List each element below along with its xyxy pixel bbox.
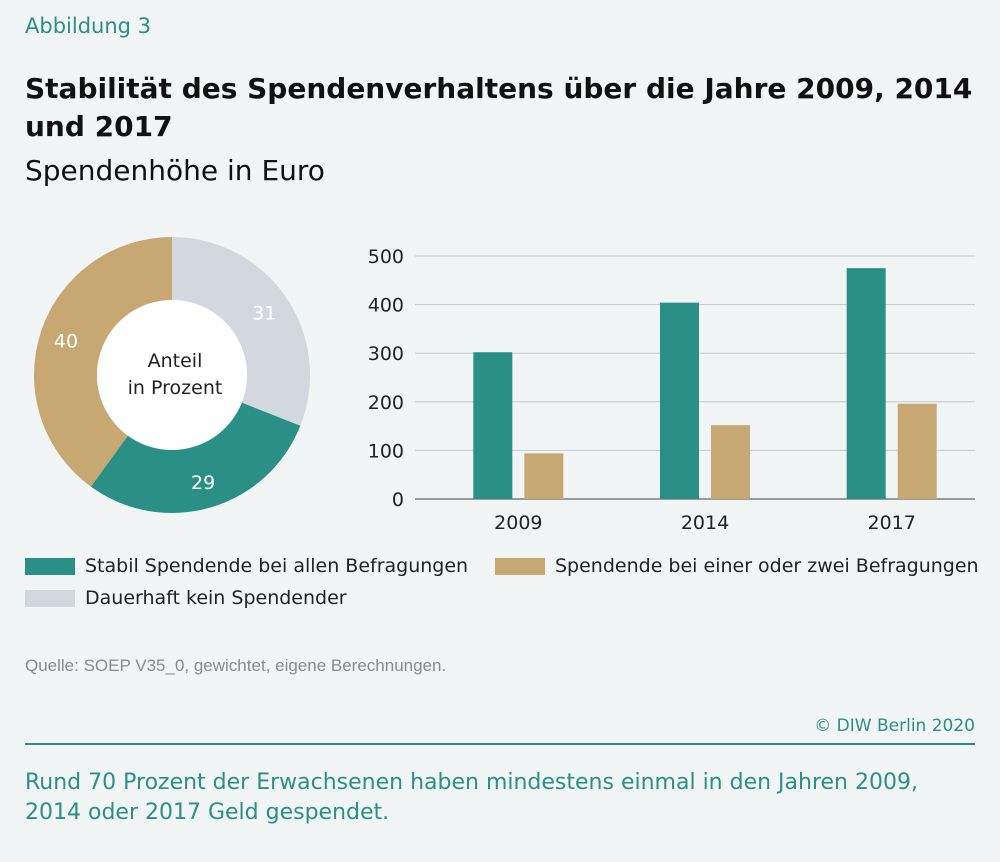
- donut-center-label: Anteil: [148, 350, 203, 372]
- charts-canvas: 31 29 40 Anteil in Prozent 0 100 200 300 400 500 2…: [33, 237, 975, 534]
- donut-slice-label: 31: [252, 302, 276, 324]
- donut-slice-label: 29: [191, 472, 215, 494]
- bar: [660, 302, 699, 499]
- donut-slice: [172, 237, 310, 426]
- legend-label-stable: Stabil Spendende bei allen Befragungen: [85, 555, 469, 577]
- y-tick-label: 100: [368, 440, 404, 462]
- bar: [524, 453, 564, 499]
- divider: [25, 743, 975, 745]
- summary-footnote: Rund 70 Prozent der Erwachsenen haben mi…: [25, 770, 918, 825]
- legend-label-none: Dauerhaft kein Spendender: [85, 587, 347, 609]
- y-tick-label: 200: [368, 392, 404, 414]
- legend-item-stable: Stabil Spendende bei allen Befragungen: [25, 555, 468, 577]
- y-tick-label: 500: [368, 246, 404, 268]
- donut-slice: [90, 402, 301, 513]
- legend-swatch-stable: [25, 557, 75, 575]
- copyright: © DIW Berlin 2020: [814, 716, 975, 736]
- bar-chart: 0 100 200 300 400 500 2009 2014 2017: [368, 246, 975, 534]
- y-tick-label: 0: [392, 489, 404, 511]
- bar: [711, 425, 750, 499]
- chart-subtitle: Spendenhöhe in Euro: [25, 154, 325, 187]
- chart-title: Stabilität des Spendenverhaltens über di…: [25, 72, 973, 143]
- x-tick-label: 2017: [867, 512, 915, 534]
- x-tick-label: 2009: [494, 512, 542, 534]
- source-note: Quelle: SOEP V35_0, gewichtet, eigene Be…: [25, 656, 447, 675]
- legend-item-none: Dauerhaft kein Spendender: [25, 587, 347, 609]
- legend-label-occasional: Spendende bei einer oder zwei Befragunge…: [555, 555, 979, 577]
- y-tick-label: 400: [368, 295, 404, 317]
- bar: [846, 268, 886, 499]
- bar: [473, 352, 513, 499]
- donut-center-label: in Prozent: [128, 377, 223, 399]
- donut-hole: [97, 300, 247, 450]
- legend-item-occasional: Spendende bei einer oder zwei Befragunge…: [495, 555, 979, 577]
- figure-label: Abbildung 3: [25, 14, 152, 38]
- y-tick-label: 300: [368, 343, 404, 365]
- donut-slice-label: 40: [54, 331, 78, 353]
- legend-swatch-occasional: [495, 557, 545, 575]
- donut-slice: [33, 237, 172, 487]
- x-tick-label: 2014: [681, 512, 729, 534]
- legend-swatch-none: [25, 589, 75, 607]
- donut-chart: 31 29 40 Anteil in Prozent: [33, 237, 310, 513]
- bar: [897, 403, 937, 499]
